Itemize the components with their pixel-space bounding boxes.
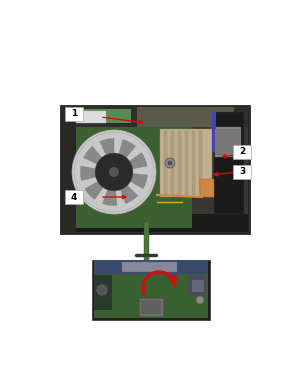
Bar [212,112,216,152]
Wedge shape [80,166,114,181]
Wedge shape [114,172,138,204]
Wedge shape [100,139,114,172]
Bar [164,131,167,195]
Circle shape [95,153,133,191]
Bar [233,165,251,179]
Bar [178,131,181,195]
Bar [200,179,214,197]
Bar [199,131,202,195]
Bar [214,112,244,214]
Text: 2: 2 [239,147,245,156]
Text: 1: 1 [71,109,77,118]
Bar [144,222,149,260]
Circle shape [96,284,108,296]
Bar [94,260,208,274]
Bar [94,272,208,318]
Text: 4: 4 [71,192,77,201]
Bar [76,107,248,127]
Bar [185,131,188,195]
Circle shape [165,158,175,168]
Bar [65,190,83,204]
Bar [141,300,161,314]
Bar [94,275,112,310]
Bar [215,129,241,155]
Circle shape [98,156,130,188]
Bar [233,145,251,159]
Bar [188,275,206,295]
Bar [137,107,234,127]
Circle shape [109,167,119,177]
Bar [65,107,83,121]
Circle shape [74,132,154,212]
Bar [60,105,250,234]
Bar [76,125,192,228]
Wedge shape [85,172,114,199]
Bar [76,109,131,123]
Wedge shape [103,172,117,206]
Bar [171,131,174,195]
Bar [139,298,163,316]
Circle shape [72,130,156,214]
Bar [122,262,177,272]
Bar [76,111,106,123]
Wedge shape [83,146,114,172]
Bar [160,129,212,197]
Text: 3: 3 [239,168,245,177]
Wedge shape [114,172,148,189]
Wedge shape [114,153,147,172]
Bar [215,127,241,157]
Bar [62,214,248,232]
Bar [192,131,195,195]
Bar [62,107,76,232]
Wedge shape [114,140,136,172]
Circle shape [196,296,204,304]
Bar [192,280,204,292]
Bar [92,260,210,320]
Circle shape [168,161,172,165]
Bar [62,107,248,232]
